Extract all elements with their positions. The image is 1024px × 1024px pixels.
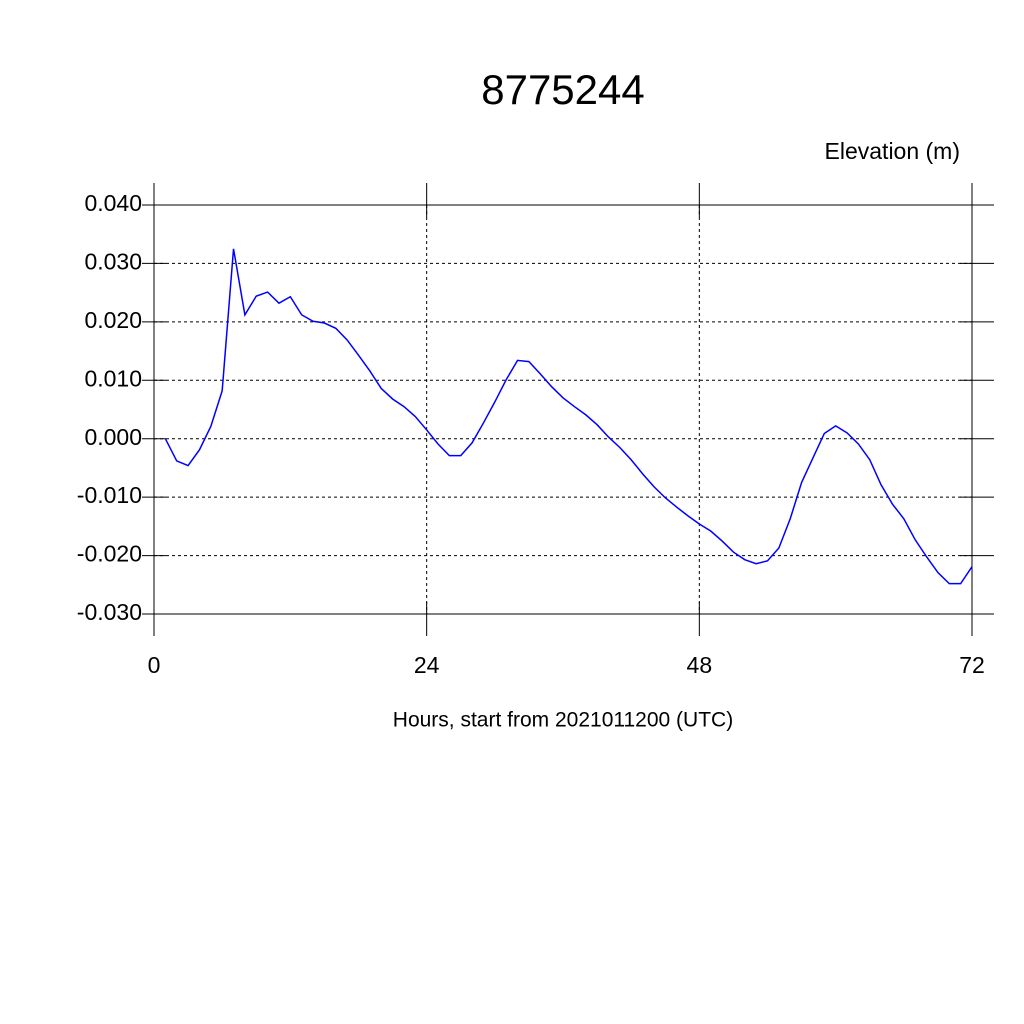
plot-frame (153, 204, 973, 615)
y-tick-label: 0.010 (84, 365, 142, 391)
y-tick-label: 0.000 (84, 424, 142, 450)
y-tick-label: 0.020 (84, 307, 142, 333)
x-tick-label: 24 (414, 652, 440, 678)
x-tick-label: 0 (148, 652, 161, 678)
y-tick-label: 0.030 (84, 249, 142, 275)
y-tick-label: -0.010 (77, 482, 142, 508)
data-line (164, 248, 973, 585)
chart-title: 8775244 (481, 66, 645, 113)
y-tick-label: -0.020 (77, 541, 142, 567)
y-tick-label: 0.040 (84, 190, 142, 216)
y-tick-label: -0.030 (77, 599, 142, 625)
x-tick-label: 48 (687, 652, 713, 678)
y-axis-label: Elevation (m) (825, 138, 960, 164)
x-axis-label: Hours, start from 2021011200 (UTC) (393, 709, 733, 732)
x-tick-label: 72 (959, 652, 985, 678)
